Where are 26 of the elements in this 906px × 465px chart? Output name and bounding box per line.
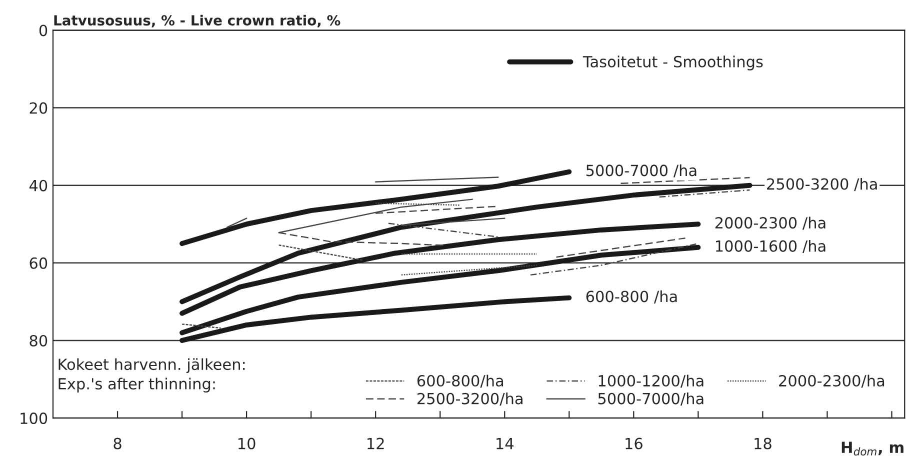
y-axis-title: Latvusosuus, % - Live crown ratio, % [54, 14, 340, 28]
series-label: 2500-3200 /ha [767, 178, 877, 191]
series-label: 2000-2300 /ha [715, 216, 826, 230]
x-tick-label: 16 [626, 438, 642, 450]
x-tick-label: 8 [114, 438, 122, 450]
x-tick-label: 10 [238, 438, 256, 450]
series-label: 600-800 /ha [586, 290, 677, 304]
y-tick-label: 20 [30, 102, 48, 114]
y-tick-label: 40 [29, 180, 48, 192]
y-tick-label: 80 [30, 334, 48, 346]
series-label: 1000-1600 /ha [716, 240, 826, 254]
series-label: 5000-7000 /ha [586, 164, 696, 178]
x-axis-title: H$_{dom}$, m [842, 442, 904, 456]
y-tick-label: 60 [30, 257, 48, 269]
legend-label: 600-800/ha [417, 374, 503, 388]
x-tick-label: 18 [754, 438, 772, 450]
x-tick-label: 14 [496, 438, 514, 450]
legend-title: Kokeet harvenn. jälkeen: Exp.'s after thinning: [58, 358, 245, 392]
legend-label: 2500-3200/ha [417, 392, 522, 406]
x-tick-label: 12 [368, 438, 384, 450]
legend-label: 1000-1200/ha [598, 374, 704, 388]
legend-label: 5000-7000/ha [598, 392, 704, 406]
y-tick-label: 100 [20, 412, 48, 424]
y-tick-label: 0 [39, 24, 48, 36]
legend-label: 2000-2300/ha [779, 374, 884, 388]
annotation: Tasoitetut - Smoothings [582, 56, 763, 70]
